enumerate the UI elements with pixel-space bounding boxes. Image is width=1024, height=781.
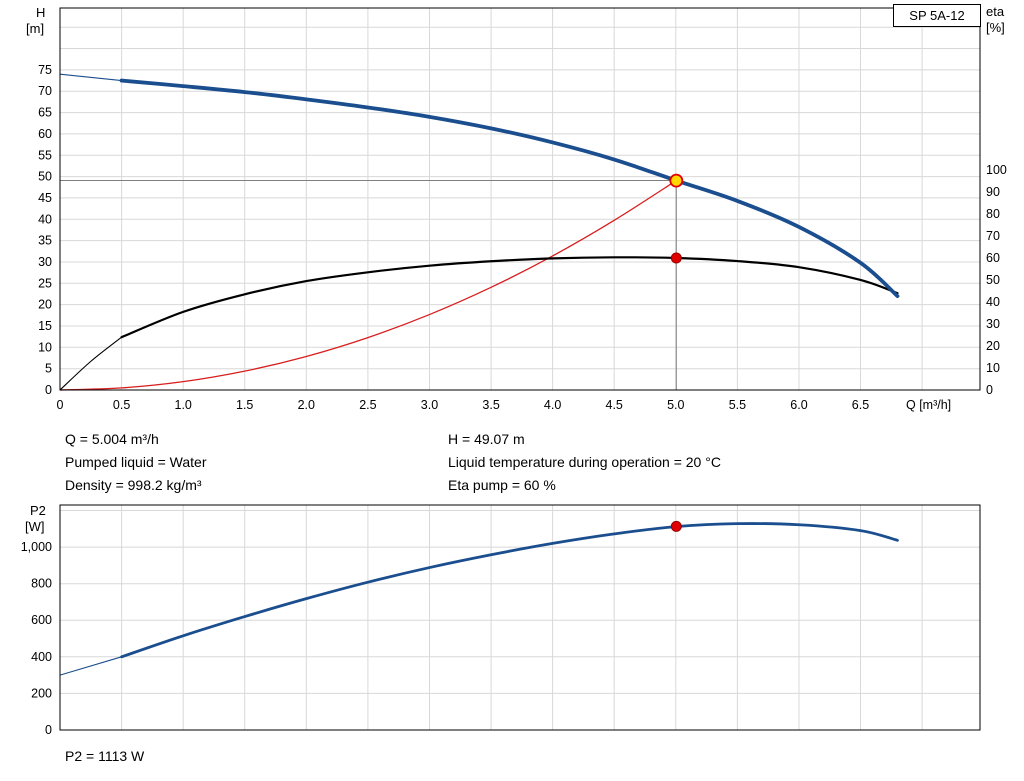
x-tick-label: 5.0 <box>667 398 684 412</box>
pump-curve-lead <box>59 73 122 82</box>
x-tick-label: 0.5 <box>113 398 130 412</box>
y-left-tick-label: 0 <box>45 383 52 397</box>
p2-axis-unit-label: [W] <box>25 519 45 534</box>
p2-curve <box>120 522 899 659</box>
y-right-tick-label: 90 <box>986 185 1000 199</box>
power-chart-canvas[interactable]: 0 200 400 600 800 1,000 <box>0 470 1024 760</box>
duty-point-marker[interactable] <box>669 173 684 188</box>
readout-flow: Q = 5.004 m³/h <box>65 431 159 447</box>
h-axis-label: H <box>36 5 46 20</box>
y-right-tick-label: 10 <box>986 361 1000 375</box>
pump-model-box: SP 5A-12 <box>893 4 981 27</box>
pump-curve <box>119 78 900 298</box>
readout-density: Density = 998.2 kg/m³ <box>65 477 202 493</box>
x-tick-label: 4.5 <box>606 398 623 412</box>
y-left-tick-label: 75 <box>38 63 52 77</box>
efficiency-curve <box>120 256 899 339</box>
x-tick-label: 5.5 <box>729 398 746 412</box>
y-right-tick-label: 0 <box>986 383 993 397</box>
eta-axis-label: eta <box>986 4 1005 19</box>
x-tick-label: 1.0 <box>175 398 192 412</box>
y-left-tick-label: 400 <box>31 650 52 664</box>
y-left-tick-label: 25 <box>38 276 52 290</box>
readout-eta-pump: Eta pump = 60 % <box>448 477 556 493</box>
y-right-tick-label: 30 <box>986 317 1000 331</box>
y-left-tick-label: 65 <box>38 106 52 120</box>
eta-point-marker[interactable] <box>670 252 682 264</box>
y-left-tick-label: 1,000 <box>21 540 52 554</box>
plot-border <box>59 7 981 391</box>
y-left-tick-label: 15 <box>38 319 52 333</box>
y-left-tick-label: 20 <box>38 298 52 312</box>
plot-border <box>59 504 981 731</box>
p2-axis-label: P2 <box>30 503 46 518</box>
x-tick-label: 3.0 <box>421 398 438 412</box>
y-right-tick-label: 50 <box>986 273 1000 287</box>
readout-pumped-liquid: Pumped liquid = Water <box>65 454 207 470</box>
y-left-tick-label: 60 <box>38 127 52 141</box>
y-left-tick-label: 10 <box>38 340 52 354</box>
readout-liquid-temp: Liquid temperature during operation = 20… <box>448 454 721 470</box>
x-tick-label: 3.5 <box>482 398 499 412</box>
y-left-tick-label: 800 <box>31 577 52 591</box>
x-tick-label: 6.5 <box>852 398 869 412</box>
y-right-tick-label: 20 <box>986 339 1000 353</box>
y-left-tick-label: 30 <box>38 255 52 269</box>
x-tick-label: 4.0 <box>544 398 561 412</box>
y-left-tick-label: 5 <box>45 362 52 376</box>
y-left-tick-label: 200 <box>31 686 52 700</box>
y-left-tick-label: 70 <box>38 84 52 98</box>
eta-axis-unit-label: [%] <box>986 20 1005 35</box>
y-right-tick-label: 80 <box>986 207 1000 221</box>
x-tick-label: 2.0 <box>298 398 315 412</box>
p2-curve-lead <box>59 656 122 676</box>
x-tick-label: 6.0 <box>790 398 807 412</box>
readout-p2: P2 = 1113 W <box>65 748 145 764</box>
y-right-tick-label: 40 <box>986 295 1000 309</box>
y-right-tick-label: 60 <box>986 251 1000 265</box>
y-left-tick-label: 45 <box>38 191 52 205</box>
x-tick-label: 1.5 <box>236 398 253 412</box>
x-axis-unit-label: Q [m³/h] <box>906 398 951 412</box>
readout-head: H = 49.07 m <box>448 431 525 447</box>
y-right-tick-label: 100 <box>986 163 1007 177</box>
y-left-tick-label: 50 <box>38 170 52 184</box>
y-left-tick-label: 600 <box>31 613 52 627</box>
y-right-tick-label: 70 <box>986 229 1000 243</box>
y-left-tick-label: 35 <box>38 234 52 248</box>
x-tick-label: 2.5 <box>359 398 376 412</box>
h-axis-unit-label: [m] <box>26 21 45 36</box>
y-left-tick-label: 0 <box>45 723 52 737</box>
efficiency-curve-lead <box>59 336 122 391</box>
p2-point-marker[interactable] <box>670 520 682 532</box>
y-left-tick-label: 40 <box>38 212 52 226</box>
y-left-tick-label: 55 <box>38 148 52 162</box>
system-curve <box>59 180 677 391</box>
head-eta-chart-canvas[interactable]: 0 0.5 1.0 1.5 2.0 2.5 3.0 3.5 4.0 4.5 5.0 5.5 6.0 6.5… <box>0 0 1024 424</box>
x-tick-label: 0 <box>57 398 64 412</box>
